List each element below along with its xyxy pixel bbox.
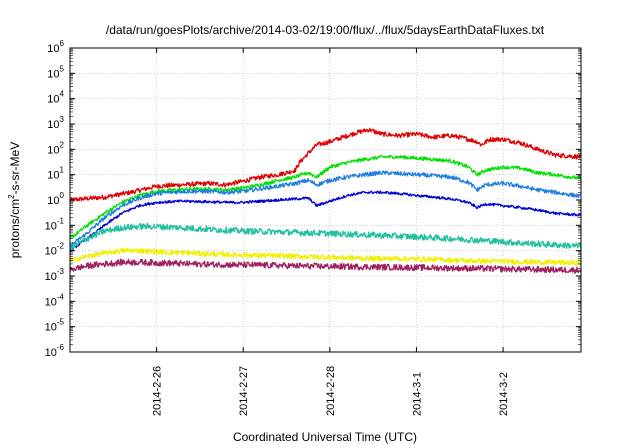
y-tick-label: 102 [47,140,64,156]
y-axis-label-suffix: -s-sr-MeV [8,142,22,195]
series-line [69,170,582,248]
y-tick-label: 10-5 [45,318,65,334]
y-tick-label: 10-1 [45,216,65,232]
x-axis-label: Coordinated Universal Time (UTC) [233,430,417,444]
y-axis: 10-6 10-5 10-4 10-3 10-2 10-1 100 101 102 103 104 1… [45,39,581,359]
y-axis-label: protons/cm2-s-sr-MeV [7,142,22,258]
y-tick-label: 10-2 [45,242,65,258]
x-tick-label: 2014-3-2 [498,372,510,416]
series-line [69,222,582,252]
x-tick-label: 2014-2-27 [238,366,250,416]
series-line [69,258,582,274]
y-tick-label: 106 [47,39,64,55]
x-tick-label: 2014-2-26 [152,366,164,416]
y-tick-label: 10-4 [45,292,65,308]
series-line [69,154,582,239]
series-line [69,247,582,266]
y-tick-label: 104 [47,90,64,106]
series-line [69,190,582,253]
x-tick-label: 2014-2-28 [325,366,337,416]
y-tick-label: 103 [47,115,64,131]
y-tick-label: 101 [47,166,64,182]
y-tick-label: 105 [47,64,64,80]
series-group [69,127,582,274]
y-axis-label-prefix: protons/cm [8,199,22,258]
y-tick-label: 100 [47,191,64,207]
grid [70,48,581,352]
chart-title: /data/run/goesPlots/archive/2014-03-02/1… [106,23,545,37]
x-tick-label: 2014-3-1 [411,372,423,416]
x-axis: 2014-2-26 2014-2-27 2014-2-28 2014-3-1 2014-… [152,48,510,416]
series-line [69,127,582,202]
y-tick-label: 10-3 [45,267,65,283]
y-axis-label-sup: 2 [7,194,16,199]
y-tick-label: 10-6 [45,343,65,359]
